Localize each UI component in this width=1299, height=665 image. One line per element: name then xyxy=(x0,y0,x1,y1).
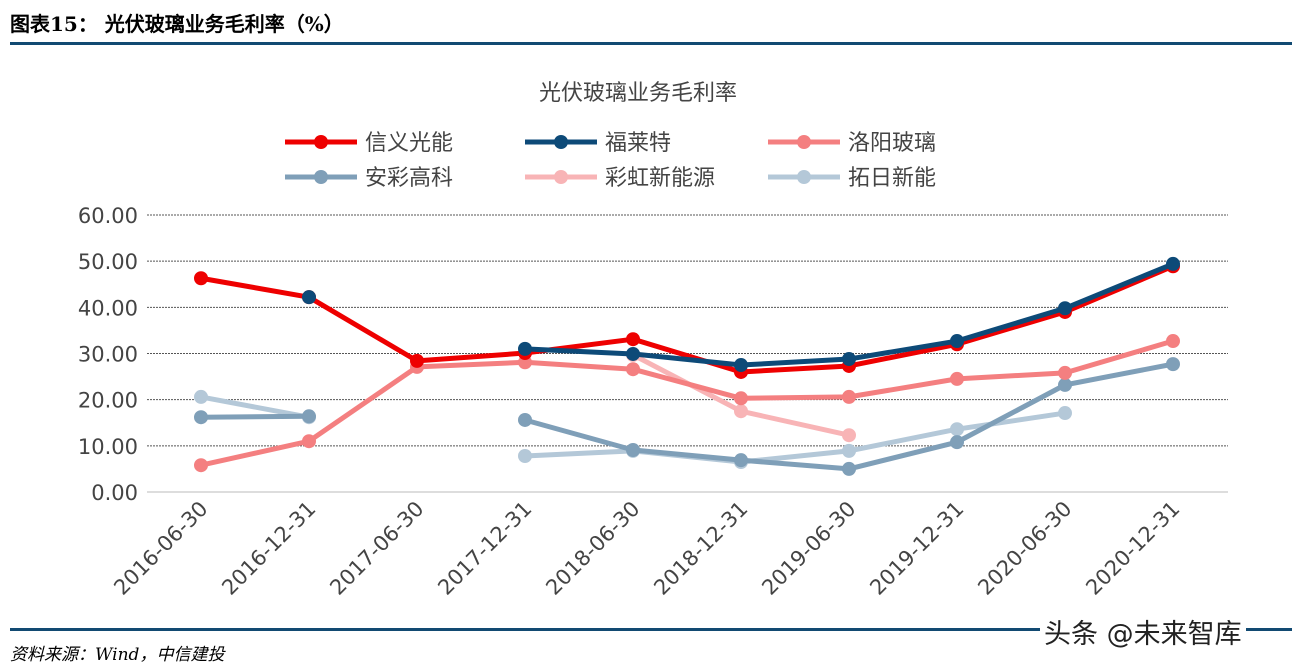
data-point xyxy=(410,353,424,368)
data-point xyxy=(842,443,856,458)
data-point xyxy=(1166,334,1180,349)
legend-label: 洛阳玻璃 xyxy=(848,131,936,156)
y-tick-label: 0.00 xyxy=(91,481,138,505)
legend-marker xyxy=(797,170,811,184)
data-point xyxy=(1058,377,1072,392)
series-line xyxy=(200,413,310,420)
source-note: 资料来源：Wind，中信建投 xyxy=(10,645,225,665)
legend-marker xyxy=(554,170,568,184)
data-point xyxy=(626,442,640,457)
x-tick-label: 2020-12-31 xyxy=(1081,497,1184,600)
data-point xyxy=(194,458,208,473)
data-point xyxy=(518,448,532,463)
x-tick-label: 2019-12-31 xyxy=(865,497,968,600)
data-point xyxy=(734,453,748,468)
bottom-rule xyxy=(10,628,1292,631)
data-point xyxy=(194,271,208,286)
figure-title: 图表15： 光伏玻璃业务毛利率（%） xyxy=(10,12,344,36)
legend-label: 福莱特 xyxy=(605,131,671,156)
chart-title: 光伏玻璃业务毛利率 xyxy=(539,81,737,106)
data-point xyxy=(950,334,964,349)
legend-label: 彩虹新能源 xyxy=(605,166,715,191)
data-point xyxy=(302,434,316,449)
x-tick-label: 2017-12-31 xyxy=(433,497,536,600)
series-line xyxy=(200,338,1174,468)
data-point xyxy=(950,422,964,437)
y-tick-label: 40.00 xyxy=(78,296,138,320)
watermark: 头条 @未来智库 xyxy=(1040,612,1246,651)
data-point xyxy=(1058,365,1072,380)
data-point xyxy=(734,358,748,373)
data-point xyxy=(626,332,640,347)
legend-label: 拓日新能 xyxy=(848,166,936,191)
top-rule xyxy=(10,42,1292,45)
x-tick-label: 2017-06-30 xyxy=(325,497,428,600)
x-tick-label: 2020-06-30 xyxy=(973,497,1076,600)
y-tick-label: 20.00 xyxy=(78,389,138,413)
legend-label: 信义光能 xyxy=(365,131,453,156)
data-point xyxy=(950,371,964,386)
data-point xyxy=(518,412,532,427)
data-point xyxy=(1058,406,1072,421)
y-tick-label: 30.00 xyxy=(78,343,138,367)
series-line xyxy=(200,394,310,420)
x-tick-label: 2019-06-30 xyxy=(757,497,860,600)
data-point xyxy=(626,362,640,377)
x-tick-label: 2016-06-30 xyxy=(109,497,212,600)
legend-marker xyxy=(314,135,328,149)
x-tick-label: 2016-12-31 xyxy=(217,497,320,600)
data-point xyxy=(842,461,856,476)
data-point xyxy=(842,352,856,367)
data-point xyxy=(626,346,640,361)
x-tick-label: 2018-12-31 xyxy=(649,497,752,600)
legend-marker xyxy=(797,135,811,149)
series-line xyxy=(524,410,1066,465)
legend-label: 安彩高科 xyxy=(365,166,453,191)
y-tick-label: 50.00 xyxy=(78,250,138,274)
data-point xyxy=(194,410,208,425)
data-point xyxy=(194,389,208,404)
data-point xyxy=(950,435,964,450)
legend-marker xyxy=(554,135,568,149)
data-point xyxy=(302,409,316,424)
data-point xyxy=(734,404,748,419)
data-point xyxy=(302,290,316,305)
y-tick-label: 10.00 xyxy=(78,435,138,459)
data-point xyxy=(518,341,532,356)
y-tick-label: 60.00 xyxy=(78,204,138,228)
series-line xyxy=(200,263,1174,375)
data-point xyxy=(1058,301,1072,316)
data-point xyxy=(734,391,748,406)
legend-marker xyxy=(314,170,328,184)
data-point xyxy=(842,428,856,443)
data-point xyxy=(1166,357,1180,372)
series-line xyxy=(524,261,1174,368)
data-point xyxy=(1166,256,1180,271)
x-tick-label: 2018-06-30 xyxy=(541,497,644,600)
data-point xyxy=(842,389,856,404)
